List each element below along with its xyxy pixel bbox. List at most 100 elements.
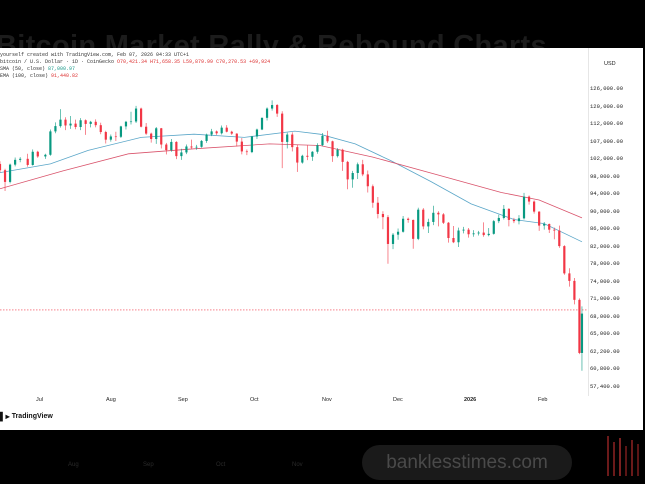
candle[interactable] <box>532 200 536 214</box>
candle[interactable] <box>64 117 67 131</box>
candle[interactable] <box>0 161 2 173</box>
candle[interactable] <box>190 139 193 149</box>
candle[interactable] <box>502 205 505 220</box>
candle[interactable] <box>517 215 521 225</box>
candle[interactable] <box>437 211 440 227</box>
candle[interactable] <box>150 132 153 143</box>
candle[interactable] <box>145 123 148 135</box>
candle[interactable] <box>396 228 400 240</box>
candle[interactable] <box>417 207 420 241</box>
candle[interactable] <box>69 116 72 129</box>
candle[interactable] <box>462 226 465 234</box>
candle[interactable] <box>321 132 324 147</box>
candle[interactable] <box>376 197 379 219</box>
candle[interactable] <box>114 131 117 141</box>
candle[interactable] <box>580 306 584 371</box>
candle[interactable] <box>195 144 198 150</box>
candle[interactable] <box>432 205 435 226</box>
candle[interactable] <box>482 222 485 237</box>
candle[interactable] <box>74 119 77 130</box>
candle[interactable] <box>230 130 233 135</box>
candle[interactable] <box>119 125 123 139</box>
candle[interactable] <box>331 140 334 162</box>
candle[interactable] <box>286 132 289 149</box>
candle[interactable] <box>311 151 314 161</box>
candle[interactable] <box>573 278 576 305</box>
candle[interactable] <box>422 208 425 230</box>
candle[interactable] <box>412 219 415 249</box>
candle[interactable] <box>94 119 97 128</box>
candle[interactable] <box>104 130 107 144</box>
candle[interactable] <box>548 223 551 233</box>
candle[interactable] <box>346 160 349 190</box>
candle[interactable] <box>205 133 208 143</box>
candle[interactable] <box>366 170 369 193</box>
candle[interactable] <box>538 211 541 231</box>
candle[interactable] <box>170 139 173 152</box>
candle[interactable] <box>31 149 34 166</box>
candle[interactable] <box>99 122 102 135</box>
candle[interactable] <box>543 221 546 230</box>
candle[interactable] <box>306 145 309 161</box>
candle[interactable] <box>512 217 516 224</box>
candle[interactable] <box>220 125 223 135</box>
candle[interactable] <box>84 119 87 135</box>
tradingview-logo[interactable]: ▌▸ TradingView <box>0 412 53 421</box>
candle[interactable] <box>558 225 561 248</box>
candle[interactable] <box>235 133 238 147</box>
candle[interactable] <box>250 135 254 154</box>
candle[interactable] <box>522 192 526 220</box>
candle[interactable] <box>8 163 12 184</box>
candle[interactable] <box>180 148 183 160</box>
candle[interactable] <box>497 214 500 224</box>
chart-panel[interactable]: yourself created with TradingView.com, F… <box>0 48 643 430</box>
candle[interactable] <box>361 159 364 177</box>
candle[interactable] <box>200 139 203 148</box>
candle[interactable] <box>527 195 531 205</box>
candle[interactable] <box>155 127 158 144</box>
candle[interactable] <box>578 298 581 355</box>
candle[interactable] <box>276 104 279 117</box>
candle[interactable] <box>185 144 188 155</box>
candle[interactable] <box>391 232 395 250</box>
candle[interactable] <box>296 144 299 172</box>
candle[interactable] <box>326 130 329 143</box>
candle[interactable] <box>291 132 294 152</box>
candle[interactable] <box>134 105 138 124</box>
candle[interactable] <box>341 148 344 171</box>
candle[interactable] <box>336 148 339 158</box>
candle[interactable] <box>54 122 57 134</box>
candle[interactable] <box>371 184 374 208</box>
candle[interactable] <box>109 134 112 142</box>
candle[interactable] <box>240 138 243 155</box>
candle[interactable] <box>165 142 168 155</box>
candle[interactable] <box>260 117 264 131</box>
candle[interactable] <box>49 129 52 156</box>
candle[interactable] <box>487 228 490 237</box>
candle[interactable] <box>59 109 62 128</box>
candle[interactable] <box>477 230 480 236</box>
candle[interactable] <box>467 228 470 238</box>
candle[interactable] <box>386 215 390 264</box>
candle[interactable] <box>401 215 405 233</box>
candle[interactable] <box>472 230 475 237</box>
candle[interactable] <box>452 225 455 244</box>
candle[interactable] <box>255 128 259 140</box>
candle[interactable] <box>139 107 143 128</box>
candle[interactable] <box>26 153 29 167</box>
candle[interactable] <box>175 141 178 160</box>
candle[interactable] <box>215 130 218 135</box>
candle[interactable] <box>225 125 228 133</box>
candle[interactable] <box>442 213 445 224</box>
candle[interactable] <box>568 268 571 287</box>
candle[interactable] <box>563 245 566 275</box>
candle[interactable] <box>19 157 22 163</box>
candle[interactable] <box>270 100 274 111</box>
candle[interactable] <box>381 211 385 230</box>
candle[interactable] <box>457 227 460 247</box>
candle[interactable] <box>160 127 163 149</box>
candle[interactable] <box>129 111 133 125</box>
candle[interactable] <box>281 111 284 169</box>
candle[interactable] <box>79 118 82 131</box>
candle[interactable] <box>89 120 92 128</box>
